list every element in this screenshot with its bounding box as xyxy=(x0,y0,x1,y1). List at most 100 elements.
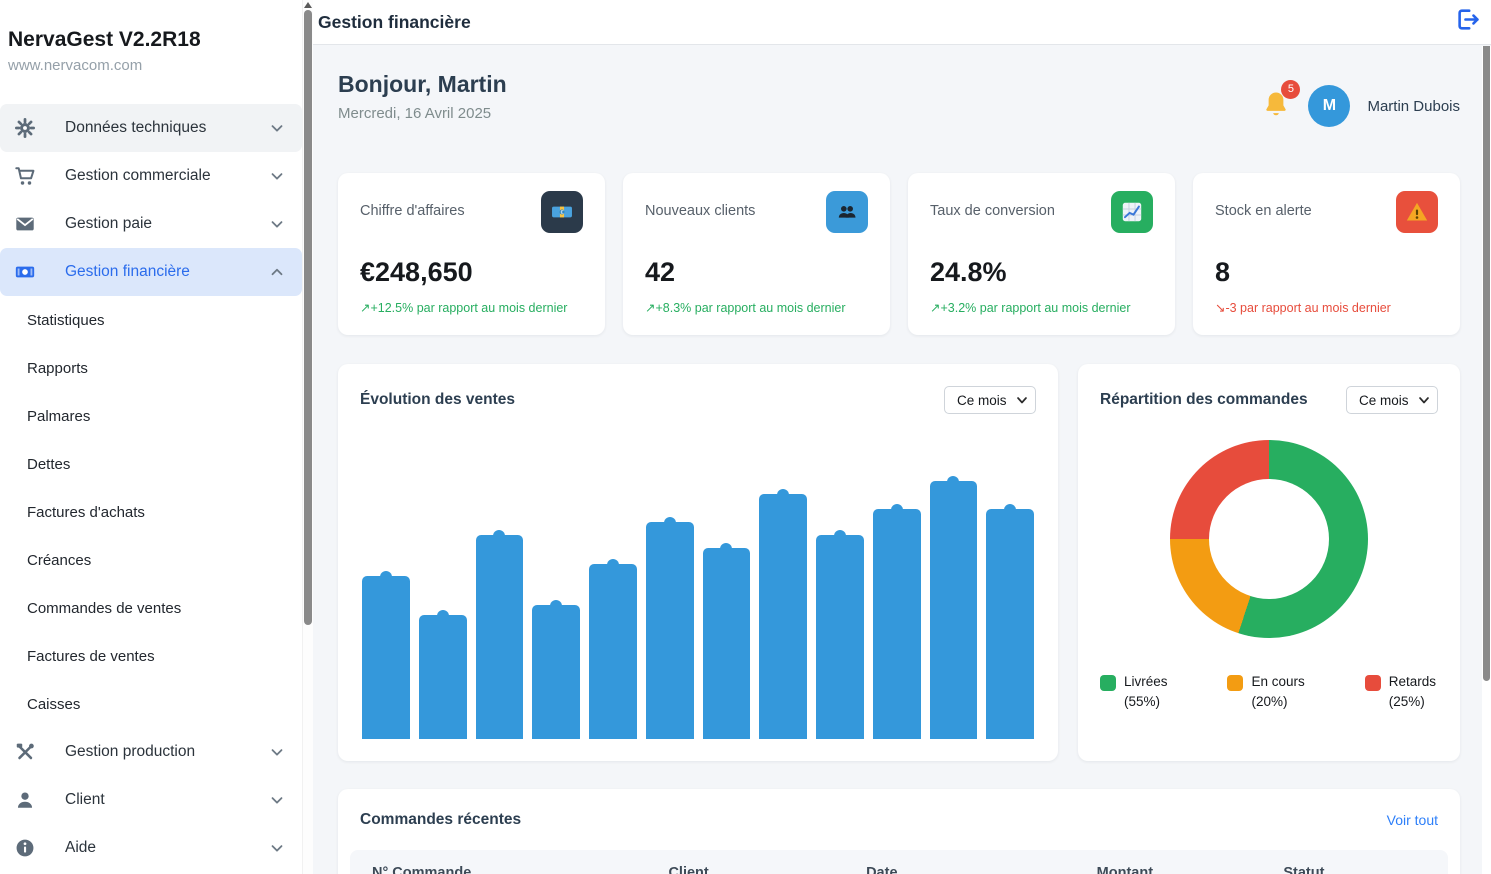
kpi-value: 8 xyxy=(1215,257,1231,287)
greeting-section: Bonjour, Martin Mercredi, 16 Avril 2025 … xyxy=(338,45,1460,127)
kpi-value: 24.8% xyxy=(930,257,1007,287)
greeting-text: Bonjour, Martin Mercredi, 16 Avril 2025 xyxy=(338,71,507,122)
sales-chart-title: Évolution des ventes xyxy=(360,391,516,408)
kpi-card-top: Nouveaux clients xyxy=(645,191,868,233)
sidebar-subitem-creances[interactable]: Créances xyxy=(27,551,92,569)
logout-icon xyxy=(1454,6,1481,38)
sidebar-item-aide[interactable]: Aide xyxy=(0,824,302,872)
kpi-change: ↗+3.2% par rapport au mois dernier xyxy=(930,301,1131,315)
tools-icon xyxy=(13,740,37,764)
sidebar-item-label: Gestion commerciale xyxy=(65,167,211,184)
legend-swatch xyxy=(1100,675,1116,691)
page-title: Gestion financière xyxy=(318,11,471,32)
sidebar-subitem-statistiques[interactable]: Statistiques xyxy=(27,311,105,329)
kpi-value: €248,650 xyxy=(360,257,473,287)
bar-3 xyxy=(475,535,524,739)
warning-icon xyxy=(1396,191,1438,233)
sidebar-subitem-palmares[interactable]: Palmares xyxy=(27,407,91,425)
legend-swatch xyxy=(1227,675,1244,691)
sidebar-item-client[interactable]: Client xyxy=(0,776,302,824)
sidebar-subitem-factures-de-ventes[interactable]: Factures de ventes xyxy=(27,647,155,665)
bar-10 xyxy=(872,509,921,739)
column-header-date: Date xyxy=(866,865,898,874)
sales-chart-header: Évolution des ventes Ce mois xyxy=(360,386,1036,414)
bar-12 xyxy=(986,509,1034,739)
kpi-change: ↘-3 par rapport au mois dernier xyxy=(1215,301,1391,315)
bar-7 xyxy=(702,548,751,739)
topbar: Gestion financière xyxy=(313,0,1491,45)
main-scrollbar[interactable] xyxy=(1482,46,1491,874)
chevron-up-icon xyxy=(268,263,286,281)
orders-period-select-wrap: Ce mois xyxy=(1346,386,1438,414)
sidebar-item-label: Gestion paie xyxy=(65,215,153,232)
kpi-label: Chiffre d'affaires xyxy=(360,203,465,219)
chevron-down-icon xyxy=(268,215,286,233)
recent-orders-header: Commandes récentes Voir tout xyxy=(350,811,1448,829)
info-icon xyxy=(13,836,37,860)
legend-item-retards: Retards (25%) xyxy=(1364,672,1436,711)
main-scrollbar-thumb[interactable] xyxy=(1483,46,1490,681)
sidebar-scrollbar[interactable] xyxy=(302,0,313,874)
legend-label: Livrées (55%) xyxy=(1124,674,1168,709)
scrollbar-up-arrow-icon[interactable] xyxy=(304,2,312,8)
kpi-card-chiffre-d-affaires: Chiffre d'affaires € €248,650 ↗+12.5% par r… xyxy=(338,173,605,335)
kpi-card-nouveaux-clients: Nouveaux clients 42 ↗+8.3% par rapport au … xyxy=(623,173,890,335)
sidebar-item-label: Aide xyxy=(65,839,97,856)
sidebar-subitem-factures-d-achats[interactable]: Factures d'achats xyxy=(27,503,145,521)
donut-chart-wrap xyxy=(1100,440,1438,638)
bar-9 xyxy=(816,535,864,739)
kpi-change: ↗+8.3% par rapport au mois dernier xyxy=(645,301,846,315)
legend-item-en-cours: En cours (20%) xyxy=(1227,672,1305,711)
sidebar-item-label: Gestion production xyxy=(65,743,196,760)
sidebar-scrollbar-thumb[interactable] xyxy=(304,10,312,625)
column-header-montant: Montant xyxy=(1096,865,1154,874)
sidebar-subitem-commandes-de-ventes[interactable]: Commandes de ventes xyxy=(27,599,182,617)
banknote-icon: € xyxy=(541,191,583,233)
kpi-label: Nouveaux clients xyxy=(645,203,756,219)
legend-item-livrees: Livrées (55%) xyxy=(1100,672,1168,711)
sidebar-item-gestion-commerciale[interactable]: Gestion commerciale xyxy=(0,152,302,200)
sales-chart-card: Évolution des ventes Ce mois xyxy=(338,364,1058,761)
user-name: Martin Dubois xyxy=(1367,97,1460,115)
content: Bonjour, Martin Mercredi, 16 Avril 2025 … xyxy=(313,45,1491,874)
chevron-down-icon xyxy=(268,791,286,809)
sidebar-subitem-caisses[interactable]: Caisses xyxy=(27,695,81,713)
sales-period-select[interactable]: Ce mois xyxy=(944,386,1036,414)
sidebar-item-donnees-techniques[interactable]: Données techniques xyxy=(0,104,302,152)
kpi-card-top: Taux de conversion xyxy=(930,191,1153,233)
notifications-button[interactable]: 5 xyxy=(1261,79,1301,124)
charts-row: Évolution des ventes Ce mois Répartition… xyxy=(338,364,1460,761)
orders-period-select[interactable]: Ce mois xyxy=(1346,386,1438,414)
users-icon xyxy=(826,191,868,233)
sales-period-select-wrap: Ce mois xyxy=(944,386,1036,414)
sidebar: NervaGest V2.2R18 www.nervacom.com Donné… xyxy=(0,0,302,874)
cart-icon xyxy=(13,164,37,188)
kpi-change: ↗+12.5% par rapport au mois dernier xyxy=(360,301,568,315)
chevron-down-icon xyxy=(268,743,286,761)
logout-button[interactable] xyxy=(1454,6,1481,38)
sidebar-item-gestion-financiere[interactable]: Gestion financière xyxy=(0,248,302,296)
sidebar-subitem-dettes[interactable]: Dettes xyxy=(27,455,71,473)
bar-11 xyxy=(929,481,978,739)
orders-chart-title: Répartition des commandes xyxy=(1100,391,1308,408)
sidebar-subitem-rapports[interactable]: Rapports xyxy=(27,359,88,377)
bell-icon xyxy=(1261,92,1291,123)
legend-swatch xyxy=(1364,675,1381,691)
bar-4 xyxy=(532,604,580,739)
chevron-down-icon xyxy=(268,119,286,137)
column-header-client: Client xyxy=(668,865,709,874)
see-all-link[interactable]: Voir tout xyxy=(1386,812,1438,828)
chevron-down-icon xyxy=(268,167,286,185)
bar-8 xyxy=(759,493,807,739)
mail-icon xyxy=(13,212,37,236)
bar-2 xyxy=(418,615,467,739)
svg-text:€: € xyxy=(560,210,563,216)
chevron-down-icon xyxy=(268,839,286,857)
kpi-card-taux-de-conversion: Taux de conversion 24.8% ↗+3.2% par rappor… xyxy=(908,173,1175,335)
kpi-row: Chiffre d'affaires € €248,650 ↗+12.5% par r… xyxy=(338,173,1460,335)
legend-label: En cours (20%) xyxy=(1251,674,1305,709)
user-box: 5 M Martin Dubois xyxy=(1261,79,1460,127)
sidebar-item-gestion-paie[interactable]: Gestion paie xyxy=(0,200,302,248)
sidebar-item-gestion-production[interactable]: Gestion production xyxy=(0,728,302,776)
avatar[interactable]: M xyxy=(1308,85,1351,127)
